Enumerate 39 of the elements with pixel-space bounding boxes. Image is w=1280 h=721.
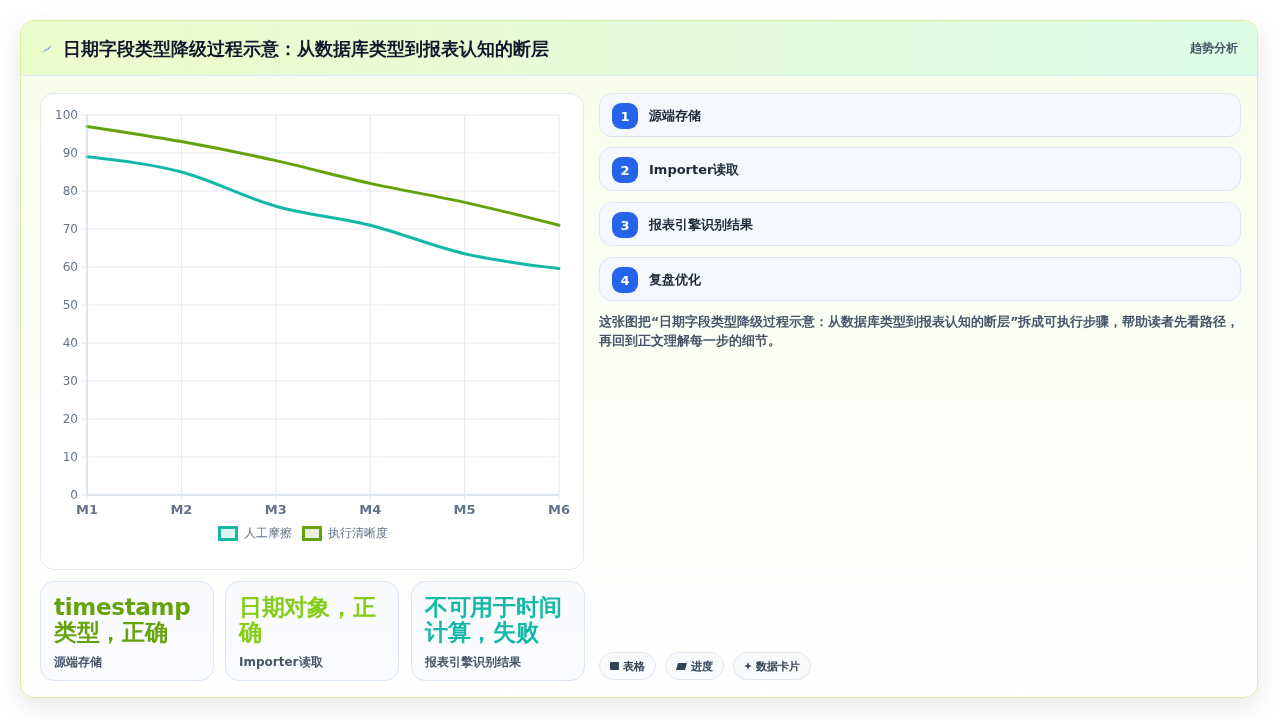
y-tick-label: 0 xyxy=(70,488,78,503)
x-tick-label: M1 xyxy=(76,502,98,518)
y-tick-label: 100 xyxy=(55,108,78,123)
y-tick-label: 70 xyxy=(62,222,78,237)
x-tick-label: M5 xyxy=(453,502,476,518)
text: 1 xyxy=(612,103,638,129)
text: 表格 xyxy=(623,658,645,674)
y-tick-label: 80 xyxy=(62,184,78,199)
x-tick-label: M4 xyxy=(359,502,382,518)
text: 3 xyxy=(612,212,638,238)
text: 进度 xyxy=(691,658,713,674)
text: 4 xyxy=(612,267,638,293)
text: 趋势分析 xyxy=(1190,40,1238,57)
y-tick-label: 10 xyxy=(62,450,78,465)
text: 源端存储 xyxy=(54,654,102,671)
text: 报表引擎识别结果 xyxy=(425,654,521,671)
text: Importer读取 xyxy=(649,161,740,179)
y-tick-label: 30 xyxy=(62,374,78,389)
text: 不可用于时间计算，失败 xyxy=(425,594,563,645)
y-tick-label: 40 xyxy=(62,336,78,351)
x-tick-label: M3 xyxy=(264,502,287,518)
text: timestamp 类型，正确 xyxy=(54,594,192,645)
y-tick-label: 90 xyxy=(62,146,78,161)
text: 源端存储 xyxy=(649,107,701,125)
text: 复盘优化 xyxy=(649,271,701,289)
y-tick-label: 50 xyxy=(62,298,78,313)
text: 2 xyxy=(612,157,638,183)
legend-label: 执行清晰度 xyxy=(328,525,388,542)
text: Importer读取 xyxy=(239,654,323,671)
x-tick-label: M2 xyxy=(170,502,193,518)
x-tick-label: M6 xyxy=(548,502,570,518)
text: 报表引擎识别结果 xyxy=(649,216,753,234)
y-tick-label: 20 xyxy=(62,412,78,427)
text: 日期对象，正确 xyxy=(239,594,377,645)
chart-title: 日期字段类型降级过程示意：从数据库类型到报表认知的断层 xyxy=(63,37,549,61)
y-tick-label: 60 xyxy=(62,260,78,275)
text: 数据卡片 xyxy=(756,658,800,674)
legend-label: 人工摩擦 xyxy=(244,525,292,542)
text: 这张图把“日期字段类型降级过程示意：从数据库类型到报表认知的断层”拆成可执行步骤，帮助读者先看路径，再回到正文理解每一步的细节。 xyxy=(599,313,1241,350)
